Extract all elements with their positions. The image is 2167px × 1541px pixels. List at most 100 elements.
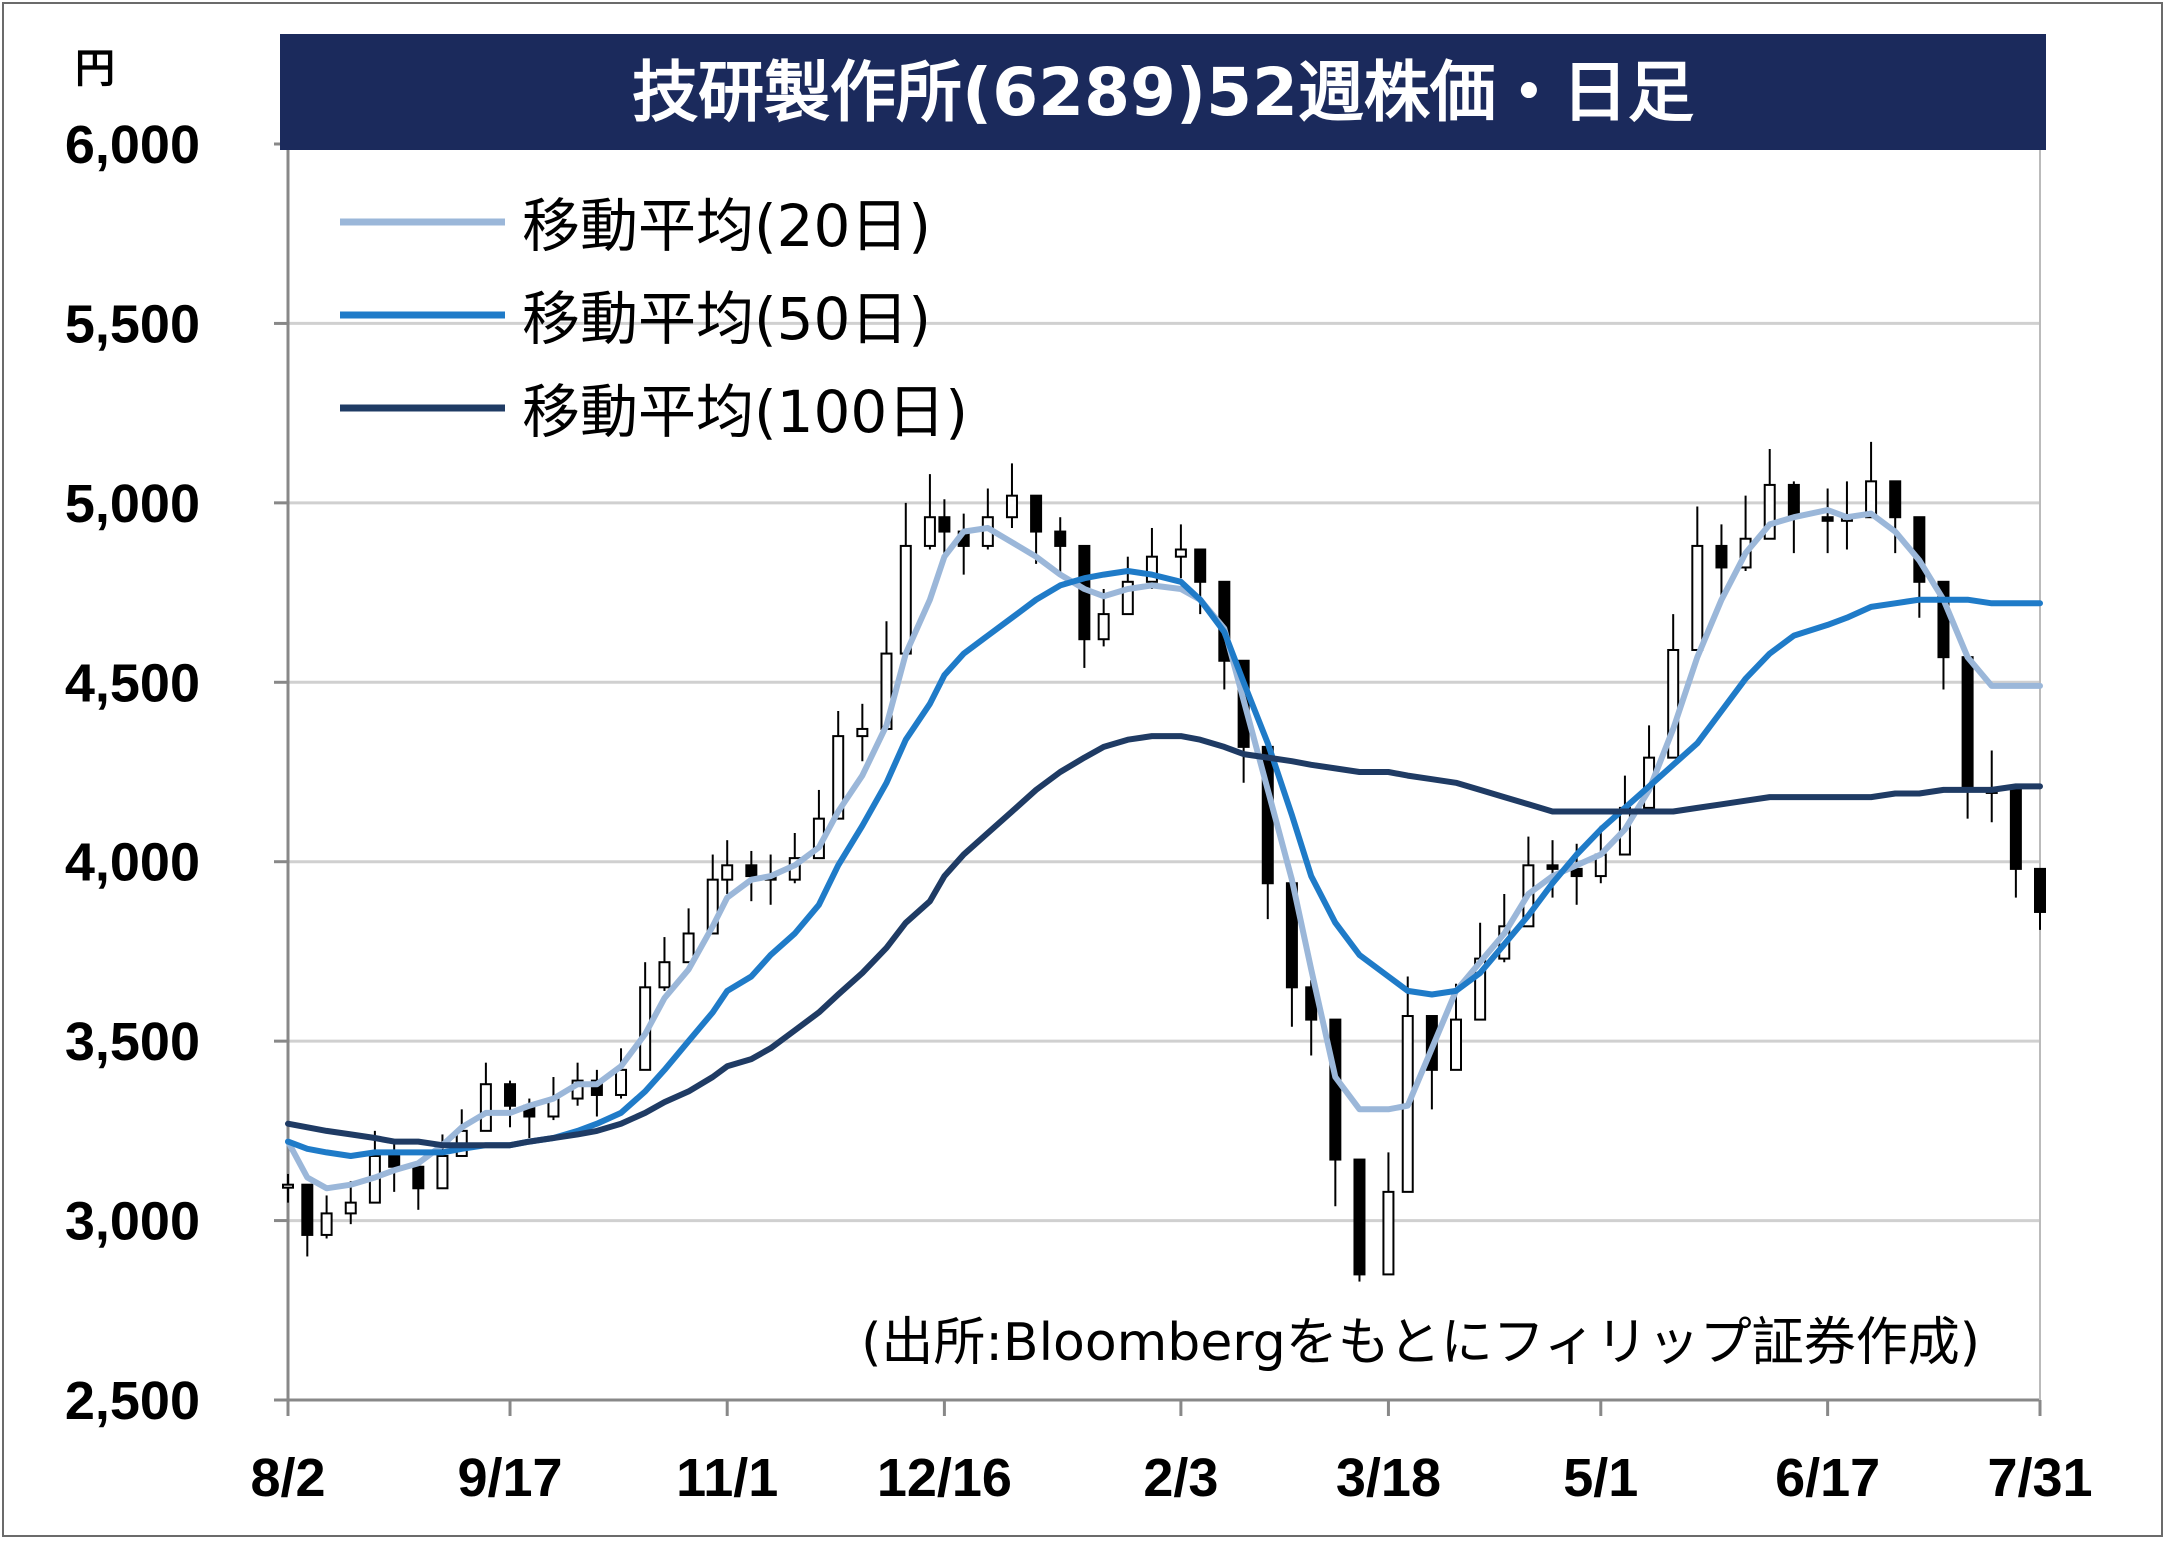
x-tick-label: 11/1 <box>676 1448 778 1508</box>
candle-body <box>832 735 845 820</box>
candle-body <box>1174 548 1187 558</box>
x-tick-label: 7/31 <box>1987 1448 2092 1508</box>
candle <box>832 710 845 820</box>
legend: 移動平均(20日) 移動平均(50日) 移動平均(100日) <box>340 192 968 446</box>
y-tick-label: 6,000 <box>65 115 200 175</box>
candle-body <box>301 1183 314 1236</box>
candle-body <box>923 516 936 547</box>
chart-title: 技研製作所(6289)52週株価・日足 <box>632 54 1694 131</box>
candle <box>590 1069 603 1117</box>
candle-body <box>1005 494 1018 519</box>
candle <box>504 1080 517 1128</box>
y-tick-label: 4,000 <box>65 833 200 893</box>
candle <box>1715 524 1728 604</box>
candle-body <box>1121 580 1134 616</box>
candle <box>957 513 970 575</box>
candle-body <box>1054 530 1067 547</box>
candle <box>412 1163 425 1210</box>
title-banner <box>280 34 2046 150</box>
candle-body <box>706 878 719 935</box>
candle <box>479 1062 492 1132</box>
candle <box>639 962 652 1071</box>
moving-average-lines <box>285 507 2043 1192</box>
candle <box>1937 580 1950 690</box>
candle-body <box>2034 867 2046 913</box>
y-tick-label: 4,500 <box>65 653 200 713</box>
candle <box>923 474 936 550</box>
candle <box>1961 656 1974 819</box>
candle <box>1821 488 1834 554</box>
y-axis: 2,500 3,000 3,500 4,000 4,500 5,000 5,500 6,000 <box>65 115 288 1431</box>
candle <box>1667 614 1680 759</box>
candle <box>1005 463 1018 528</box>
candle-body <box>282 1183 294 1189</box>
candle <box>745 850 758 902</box>
x-axis: 8/2 9/17 11/1 12/16 2/3 3/18 5/1 6/17 7/31 <box>250 1400 2093 1508</box>
candle-body <box>1329 1018 1342 1161</box>
candle-body <box>388 1154 401 1168</box>
candle <box>1054 517 1067 575</box>
candle-body <box>1889 480 1902 519</box>
candle <box>856 703 869 762</box>
candle-body <box>1097 613 1110 641</box>
candle <box>1145 527 1158 589</box>
candle <box>706 854 719 935</box>
candle-body <box>1546 864 1559 870</box>
y-tick-label: 2,500 <box>65 1371 200 1431</box>
y-tick-label: 5,000 <box>65 474 200 534</box>
candle <box>788 833 801 884</box>
candle <box>320 1195 333 1239</box>
candle-body <box>1194 548 1207 583</box>
candle-body <box>412 1165 425 1190</box>
candle-body <box>615 1068 628 1096</box>
source-note: (出所:Bloombergをもとにフィリップ証券作成) <box>861 1313 1980 1373</box>
x-tick-label: 8/2 <box>250 1448 325 1508</box>
candle <box>658 937 671 991</box>
candle <box>1078 544 1091 668</box>
candle-body <box>1382 1190 1395 1276</box>
candle-body <box>938 516 951 533</box>
candle <box>1401 976 1414 1193</box>
candle-body <box>856 727 869 738</box>
candle-body <box>1145 555 1158 583</box>
candle-body <box>745 864 758 878</box>
candle-body <box>1030 494 1043 533</box>
x-tick-label: 9/17 <box>457 1448 562 1508</box>
candle <box>1618 775 1631 856</box>
candle-body <box>1763 483 1776 540</box>
legend-label-ma50: 移動平均(50日) <box>522 285 931 353</box>
candle-body <box>1715 544 1728 569</box>
candle-body <box>479 1083 492 1132</box>
y-tick-label: 3,500 <box>65 1012 200 1072</box>
y-tick-label: 5,500 <box>65 294 200 354</box>
candle-body <box>1570 867 1583 878</box>
candle-body <box>1937 580 1950 659</box>
legend-label-ma100: 移動平均(100日) <box>522 378 968 446</box>
moving-average-line <box>285 733 2043 1149</box>
candle <box>1329 1018 1342 1207</box>
candle <box>2034 867 2046 930</box>
candle-body <box>1787 483 1800 519</box>
candle-body <box>721 864 734 881</box>
candle-body <box>1353 1158 1366 1276</box>
x-tick-label: 2/3 <box>1143 1448 1218 1508</box>
candle <box>1174 524 1187 579</box>
legend-label-ma20: 移動平均(20日) <box>522 192 931 260</box>
candle <box>1382 1152 1395 1276</box>
candle <box>981 488 994 550</box>
candle <box>682 908 695 964</box>
candle-body <box>682 932 695 964</box>
candle <box>344 1181 357 1225</box>
x-tick-label: 6/17 <box>1775 1448 1880 1508</box>
y-unit-label: 円 <box>75 46 115 92</box>
y-tick-label: 3,000 <box>65 1192 200 1252</box>
candle-body <box>344 1201 357 1215</box>
candle-body <box>2009 788 2022 870</box>
candle <box>1763 449 1776 540</box>
candlestick-series <box>282 441 2046 1282</box>
candle-body <box>899 544 912 655</box>
x-tick-label: 12/16 <box>877 1448 1012 1508</box>
candle-body <box>658 961 671 989</box>
